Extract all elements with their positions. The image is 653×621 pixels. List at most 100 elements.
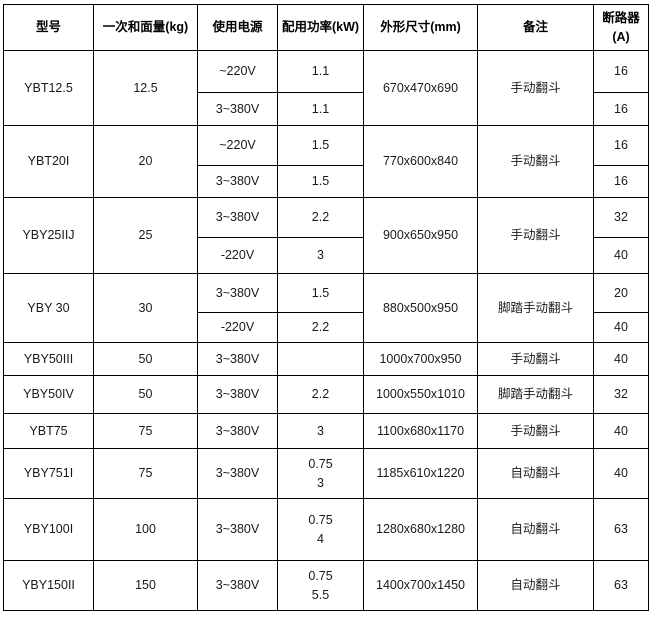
- header-label: 使用电源: [212, 20, 263, 35]
- capacity-cell: 50: [93, 342, 198, 376]
- table-row: YBT75 75 3~380V 3 1100x680x1170 手动翻斗 40: [3, 413, 649, 449]
- capacity-cell: 75: [93, 413, 198, 449]
- header-label: 外形尺寸(mm): [380, 20, 461, 35]
- product-spec-table: 型号 一次和面量(kg) 使用电源 配用功率(kW) 外形尺寸(mm) 备注 断路器 (A) …: [3, 4, 649, 611]
- dimensions-cell: 770x600x840: [363, 125, 478, 198]
- dimensions-cell: 880x500x950: [363, 273, 478, 343]
- breaker-cell: 63: [593, 560, 649, 611]
- model-cell: YBT12.5: [3, 50, 94, 126]
- power-rating-value: 3: [317, 248, 324, 263]
- header-row: 型号 一次和面量(kg) 使用电源 配用功率(kW) 外形尺寸(mm) 备注 断路器 (A): [3, 4, 649, 51]
- power-rating-value: 2.2: [311, 210, 330, 225]
- header-power-source: 使用电源: [197, 4, 278, 51]
- power-source-cell: 3~380V: [197, 342, 278, 376]
- table-body: YBT12.5 12.5 ~220V 1.1 670x470x690 手动翻斗 16 3~38…: [3, 50, 649, 611]
- model-cell: YBY50IV: [3, 375, 94, 414]
- header-model: 型号: [3, 4, 94, 51]
- model-cell: YBY150II: [3, 560, 94, 611]
- power-rating-cell: 0.75 4: [277, 498, 364, 561]
- header-dimensions: 外形尺寸(mm): [363, 4, 478, 51]
- header-label: (A): [612, 29, 630, 44]
- power-source-cell: 3~380V: [197, 560, 278, 611]
- capacity-cell: 25: [93, 197, 198, 274]
- table-row: 3~380V 1.5 16: [4, 165, 649, 198]
- breaker-cell: 32: [593, 197, 649, 238]
- power-rating-cell: 1.5: [277, 165, 364, 198]
- power-rating-cell: 1.5: [277, 273, 364, 313]
- power-rating-cell: 3: [277, 237, 364, 274]
- power-rating-value: 1.5: [311, 285, 330, 300]
- power-rating-cell: 1.1: [277, 92, 364, 126]
- breaker-cell: 63: [593, 498, 649, 561]
- breaker-cell: 40: [593, 448, 649, 499]
- capacity-cell: 20: [93, 125, 198, 198]
- dimensions-cell: 1000x700x950: [363, 342, 478, 376]
- power-rating-value: 0.75: [308, 569, 333, 584]
- power-rating-cell: 2.2: [277, 197, 364, 238]
- power-rating-value: 1.5: [311, 138, 330, 153]
- dimensions-cell: 1280x680x1280: [363, 498, 478, 561]
- power-rating-value: 5.5: [311, 587, 330, 602]
- remark-cell: 自动翻斗: [477, 560, 594, 611]
- power-source-cell: 3~380V: [197, 197, 278, 238]
- breaker-cell: 16: [593, 165, 649, 198]
- header-label: 备注: [522, 20, 548, 35]
- power-source-cell: 3~380V: [197, 448, 278, 499]
- model-cell: YBT75: [3, 413, 94, 449]
- capacity-cell: 150: [93, 560, 198, 611]
- breaker-cell: 40: [593, 312, 649, 343]
- table-row: YBY751I 75 3~380V 0.75 3 1185x610x1220 自动翻斗 40: [3, 448, 649, 499]
- power-rating-cell: 2.2: [277, 375, 364, 414]
- header-capacity: 一次和面量(kg): [93, 4, 198, 51]
- power-rating-value: 1.1: [311, 101, 330, 116]
- dimensions-cell: 1100x680x1170: [363, 413, 478, 449]
- capacity-cell: 12.5: [93, 50, 198, 126]
- remark-cell: 手动翻斗: [477, 413, 594, 449]
- header-label: 断路器: [602, 11, 640, 26]
- breaker-cell: 40: [593, 413, 649, 449]
- breaker-cell: 20: [593, 273, 649, 313]
- header-remark: 备注: [477, 4, 594, 51]
- breaker-cell: 16: [593, 92, 649, 126]
- dimensions-cell: 900x650x950: [363, 197, 478, 274]
- capacity-cell: 75: [93, 448, 198, 499]
- power-rating-cell: 0.75 5.5: [277, 560, 364, 611]
- capacity-cell: 30: [93, 273, 198, 343]
- breaker-cell: 40: [593, 237, 649, 274]
- power-rating-value: 3: [317, 423, 324, 438]
- table-row: YBY50IV 50 3~380V 2.2 1000x550x1010 脚踏手动翻斗 32: [3, 375, 649, 414]
- power-source-cell: 3~380V: [197, 165, 278, 198]
- header-label: 一次和面量(kg): [102, 20, 189, 35]
- power-source-cell: 3~380V: [197, 498, 278, 561]
- remark-cell: 手动翻斗: [477, 342, 594, 376]
- power-rating-value: 3: [317, 475, 324, 490]
- header-breaker: 断路器 (A): [593, 4, 649, 51]
- power-rating-value: 1.5: [311, 174, 330, 189]
- model-cell: YBT20I: [3, 125, 94, 198]
- header-power-rating: 配用功率(kW): [277, 4, 364, 51]
- breaker-cell: 32: [593, 375, 649, 414]
- power-source-cell: 3~380V: [197, 273, 278, 313]
- power-rating-value: 2.2: [311, 387, 330, 402]
- model-cell: YBY50III: [3, 342, 94, 376]
- table-row: YBY25IIJ 25 3~380V 2.2 900x650x950 手动翻斗 32: [3, 197, 649, 274]
- power-rating-cell: 0.75 3: [277, 448, 364, 499]
- power-rating-cell: 1.5: [277, 125, 364, 166]
- remark-cell: 手动翻斗: [477, 50, 594, 126]
- power-rating-value: 2.2: [311, 320, 330, 335]
- remark-cell: 自动翻斗: [477, 448, 594, 499]
- model-cell: YBY 30: [3, 273, 94, 343]
- table-row: YBY 30 30 3~380V 1.5 880x500x950 脚踏手动翻斗 20: [3, 273, 649, 343]
- power-source-cell: 3~380V: [197, 375, 278, 414]
- power-source-cell: -220V: [197, 237, 278, 274]
- remark-cell: 脚踏手动翻斗: [477, 375, 594, 414]
- power-rating-value: 1.1: [311, 64, 330, 79]
- power-rating-value: 0.75: [308, 457, 333, 472]
- capacity-cell: 50: [93, 375, 198, 414]
- breaker-cell: 16: [593, 50, 649, 93]
- power-rating-cell: 3: [277, 413, 364, 449]
- breaker-cell: 16: [593, 125, 649, 166]
- table-row: YBT12.5 12.5 ~220V 1.1 670x470x690 手动翻斗 16: [3, 50, 649, 126]
- dimensions-cell: 1400x700x1450: [363, 560, 478, 611]
